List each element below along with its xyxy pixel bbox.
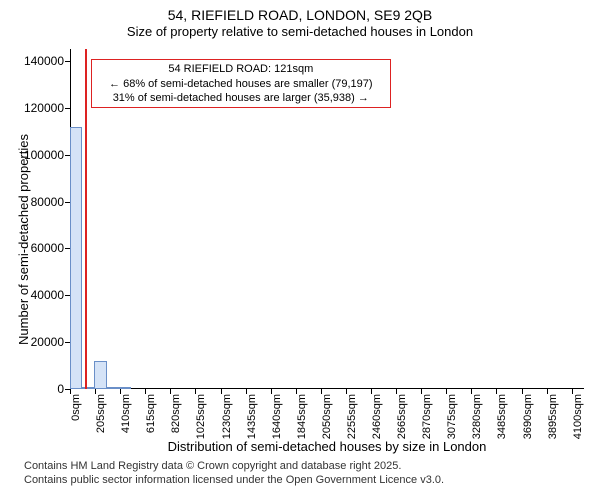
- histogram-bar: [107, 387, 119, 389]
- y-tick-label: 100000: [24, 148, 64, 162]
- y-tick-mark: [65, 342, 70, 343]
- histogram-bar: [94, 361, 106, 389]
- x-tick-mark: [396, 389, 397, 394]
- plot-region: 54 RIEFIELD ROAD: 121sqm← 68% of semi-de…: [70, 49, 584, 389]
- x-tick-label: 2665sqm: [396, 394, 408, 439]
- x-tick-mark: [195, 389, 196, 394]
- y-tick-label: 20000: [31, 335, 64, 349]
- x-tick-label: 3895sqm: [547, 394, 559, 439]
- x-tick-mark: [421, 389, 422, 394]
- chart-area: Number of semi-detached properties 54 RI…: [0, 39, 600, 459]
- y-tick-mark: [65, 108, 70, 109]
- x-tick-label: 1845sqm: [296, 394, 308, 439]
- y-tick-mark: [65, 248, 70, 249]
- x-tick-mark: [471, 389, 472, 394]
- x-tick-mark: [120, 389, 121, 394]
- histogram-bar: [70, 127, 82, 390]
- x-tick-label: 410sqm: [120, 394, 132, 433]
- x-tick-label: 4100sqm: [572, 394, 584, 439]
- x-tick-mark: [321, 389, 322, 394]
- x-tick-mark: [271, 389, 272, 394]
- x-tick-mark: [95, 389, 96, 394]
- x-tick-label: 1435sqm: [246, 394, 258, 439]
- x-tick-label: 3075sqm: [446, 394, 458, 439]
- x-tick-mark: [170, 389, 171, 394]
- x-tick-label: 2050sqm: [321, 394, 333, 439]
- x-tick-label: 205sqm: [95, 394, 107, 433]
- x-tick-mark: [572, 389, 573, 394]
- x-tick-label: 2460sqm: [371, 394, 383, 439]
- x-tick-label: 2870sqm: [421, 394, 433, 439]
- x-tick-mark: [346, 389, 347, 394]
- x-tick-mark: [371, 389, 372, 394]
- y-tick-mark: [65, 295, 70, 296]
- property-marker-line: [85, 49, 87, 389]
- x-tick-mark: [522, 389, 523, 394]
- y-tick-mark: [65, 61, 70, 62]
- y-tick-label: 60000: [31, 241, 64, 255]
- annotation-line2: ← 68% of semi-detached houses are smalle…: [98, 77, 384, 91]
- y-tick-label: 80000: [31, 195, 64, 209]
- y-tick-label: 140000: [24, 54, 64, 68]
- y-tick-mark: [65, 155, 70, 156]
- footer-line2: Contains public sector information licen…: [24, 474, 444, 486]
- x-tick-label: 820sqm: [170, 394, 182, 433]
- footer-attribution: Contains HM Land Registry data © Crown c…: [0, 459, 600, 488]
- x-tick-mark: [221, 389, 222, 394]
- y-ticks: 020000400006000080000100000120000140000: [0, 49, 64, 389]
- x-tick-label: 3485sqm: [496, 394, 508, 439]
- annotation-line3: 31% of semi-detached houses are larger (…: [98, 91, 384, 105]
- x-tick-label: 615sqm: [145, 394, 157, 433]
- annotation-box: 54 RIEFIELD ROAD: 121sqm← 68% of semi-de…: [91, 59, 391, 108]
- y-tick-label: 0: [57, 382, 64, 396]
- annotation-line1: 54 RIEFIELD ROAD: 121sqm: [98, 62, 384, 76]
- x-tick-mark: [70, 389, 71, 394]
- x-tick-mark: [547, 389, 548, 394]
- x-axis-line: [70, 388, 584, 389]
- x-tick-label: 0sqm: [70, 394, 82, 421]
- x-tick-label: 3690sqm: [522, 394, 534, 439]
- x-tick-label: 1025sqm: [195, 394, 207, 439]
- x-tick-label: 2255sqm: [346, 394, 358, 439]
- x-tick-label: 1230sqm: [221, 394, 233, 439]
- chart-title-line1: 54, RIEFIELD ROAD, LONDON, SE9 2QB: [0, 0, 600, 24]
- x-tick-label: 1640sqm: [271, 394, 283, 439]
- x-tick-mark: [296, 389, 297, 394]
- x-tick-mark: [496, 389, 497, 394]
- x-tick-mark: [145, 389, 146, 394]
- y-tick-label: 120000: [24, 101, 64, 115]
- footer-line1: Contains HM Land Registry data © Crown c…: [24, 460, 401, 472]
- y-tick-label: 40000: [31, 288, 64, 302]
- x-tick-mark: [446, 389, 447, 394]
- y-tick-mark: [65, 202, 70, 203]
- x-axis-label: Distribution of semi-detached houses by …: [70, 439, 584, 454]
- chart-title-line2: Size of property relative to semi-detach…: [0, 24, 600, 39]
- x-tick-label: 3280sqm: [471, 394, 483, 439]
- x-tick-mark: [246, 389, 247, 394]
